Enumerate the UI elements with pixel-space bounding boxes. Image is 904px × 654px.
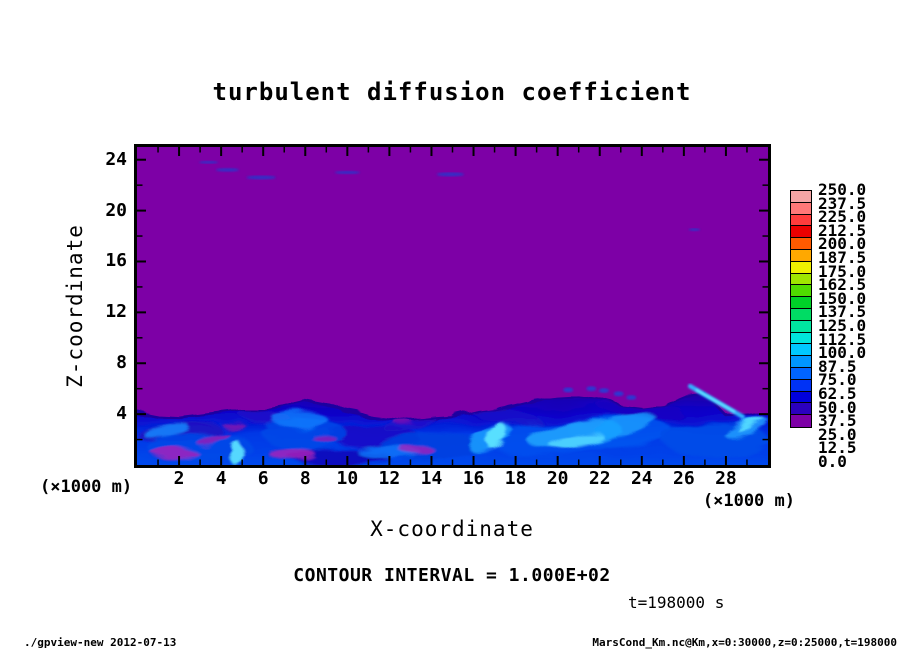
- colorbar-label: 25.0: [818, 424, 857, 444]
- upper-wisp: [688, 228, 701, 232]
- time-annotation: t=198000 s: [628, 593, 725, 612]
- y-tick-label: 8: [116, 352, 127, 374]
- x-tick-label: 14: [420, 468, 443, 489]
- x-tick-label: 2: [173, 468, 185, 489]
- turbulence-blob: [269, 449, 316, 461]
- upper-wisp: [436, 172, 465, 177]
- streak-dot: [613, 391, 624, 397]
- upper-wisp: [215, 168, 240, 172]
- x-tick-label: 8: [299, 468, 311, 489]
- colorbar-label: 12.5: [818, 438, 857, 458]
- turbulence-blob: [594, 413, 656, 438]
- colorbar-label: 50.0: [818, 397, 857, 417]
- x-tick-label: 6: [257, 468, 269, 489]
- upper-wisp: [246, 175, 276, 180]
- colorbar-label: 37.5: [818, 411, 857, 431]
- x-tick-label: 16: [462, 468, 485, 489]
- colorbar-label: 175.0: [818, 261, 867, 281]
- plot-area: [134, 144, 771, 468]
- colorbar-label: 250.0: [818, 180, 867, 199]
- colorbar: [790, 190, 812, 428]
- field-wisps-streaks: [199, 160, 746, 419]
- x-tick-label: 18: [504, 468, 527, 489]
- x-tick-label: 28: [715, 468, 737, 489]
- x-axis-unit-note: (×1000 m): [702, 491, 795, 511]
- turbulence-blob: [527, 420, 622, 449]
- turbulence-blob: [196, 432, 229, 444]
- streak-dot: [563, 387, 574, 393]
- streak-dot: [598, 388, 609, 393]
- footer-command-text: ./gpview-new 2012-07-13: [24, 636, 177, 649]
- y-tick-label: 20: [105, 199, 127, 221]
- y-axis-unit-note: (×1000 m): [40, 477, 133, 497]
- turbulence-blob: [310, 434, 338, 443]
- y-tick-label: 4: [116, 403, 127, 425]
- turbulence-blob: [487, 422, 506, 449]
- colorbar-label: 62.5: [818, 384, 857, 403]
- turbulence-blob: [273, 411, 329, 430]
- streak-dot: [626, 395, 637, 400]
- x-tick-label: 24: [630, 468, 653, 489]
- x-tick-label: 12: [378, 468, 401, 489]
- colorbar-label: 150.0: [818, 288, 867, 308]
- x-axis-label: X-coordinate: [370, 517, 534, 541]
- x-tick-label: 22: [588, 468, 611, 489]
- turbulence-blob: [599, 401, 684, 420]
- colorbar-label: 112.5: [818, 329, 867, 349]
- x-tick-label: 4: [215, 468, 227, 489]
- turbulence-blob: [222, 422, 246, 429]
- colorbar-label: 125.0: [818, 316, 867, 335]
- x-tick-label: 20: [546, 468, 569, 489]
- colorbar-label: 162.5: [818, 275, 867, 295]
- colorbar-cell: [790, 414, 812, 428]
- x-tick-label: 26: [673, 468, 695, 489]
- colorbar-label: 237.5: [818, 193, 867, 213]
- y-tick-label: 16: [105, 250, 127, 272]
- turbulence-blob: [549, 433, 604, 449]
- colorbar-label: 75.0: [818, 370, 857, 390]
- turbulence-blob: [737, 417, 765, 432]
- turbulence-blob: [151, 448, 198, 459]
- axis-ticks: [137, 147, 768, 465]
- contour-interval-note: CONTOUR INTERVAL = 1.000E+02: [293, 565, 611, 586]
- chart-title: turbulent diffusion coefficient: [212, 78, 692, 106]
- footer-source-text: MarsCond_Km.nc@Km,x=0:30000,z=0:25000,t=…: [592, 636, 897, 649]
- colorbar-label: 0.0: [818, 452, 847, 471]
- y-tick-label: 12: [105, 301, 127, 323]
- turbulence-blob: [143, 423, 190, 438]
- boundary-layer: [137, 392, 768, 465]
- detached-streak: [695, 388, 736, 413]
- colorbar-label: 212.5: [818, 220, 867, 240]
- turbulence-blob: [468, 407, 542, 424]
- y-tick-label: 24: [105, 148, 127, 170]
- x-tick-label: 10: [336, 468, 359, 489]
- streak-dot: [586, 386, 597, 392]
- turbulence-blob: [399, 445, 434, 455]
- colorbar-label: 87.5: [818, 356, 857, 376]
- colorbar-label: 100.0: [818, 343, 867, 363]
- turbulence-blob: [229, 441, 243, 465]
- colorbar-label: 137.5: [818, 302, 867, 322]
- colorbar-label: 200.0: [818, 234, 867, 254]
- colorbar-label: 225.0: [818, 207, 867, 227]
- contour-field: [137, 147, 768, 465]
- colorbar-label: 187.5: [818, 248, 867, 267]
- upper-wisp: [334, 170, 360, 175]
- upper-wisp: [199, 160, 218, 164]
